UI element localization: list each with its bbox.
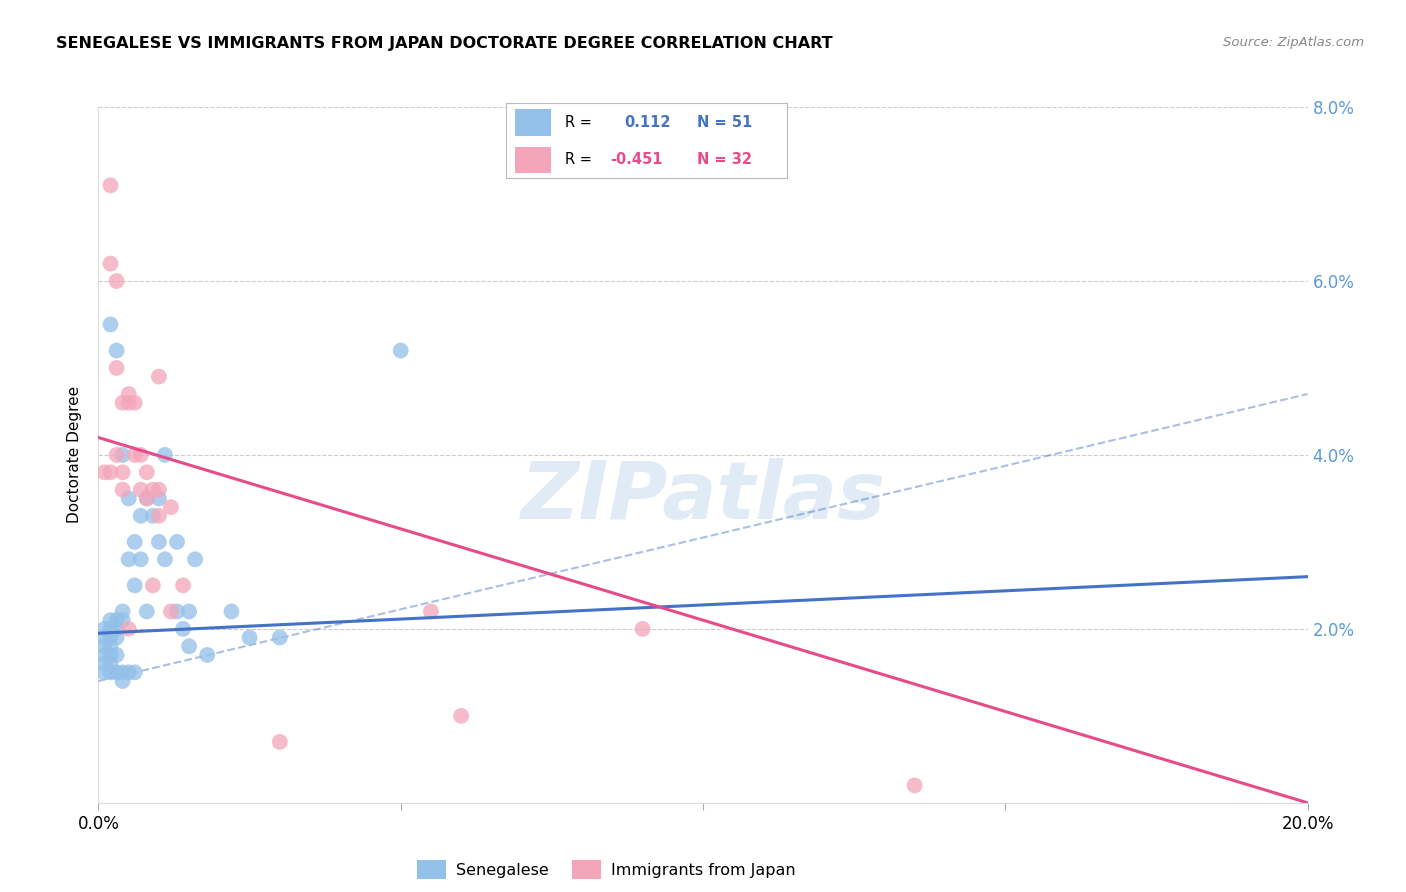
- Point: [105, 648, 128, 662]
- Point: [142, 483, 165, 497]
- Point: [239, 631, 262, 645]
- Point: [142, 578, 165, 592]
- Point: [148, 491, 170, 506]
- Point: [179, 639, 201, 653]
- Point: [153, 552, 176, 566]
- Point: [184, 552, 207, 566]
- Point: [93, 657, 115, 671]
- Point: [124, 535, 146, 549]
- Point: [135, 605, 157, 619]
- Point: [100, 257, 122, 271]
- Point: [904, 778, 927, 792]
- Point: [100, 665, 122, 680]
- Point: [100, 648, 122, 662]
- Point: [166, 605, 188, 619]
- Text: -0.451: -0.451: [610, 152, 662, 167]
- Point: [129, 483, 152, 497]
- Point: [135, 491, 157, 506]
- Point: [100, 631, 122, 645]
- Point: [111, 605, 134, 619]
- Point: [111, 466, 134, 480]
- FancyBboxPatch shape: [515, 110, 551, 136]
- Point: [420, 605, 443, 619]
- Text: R =: R =: [565, 115, 592, 130]
- Point: [100, 613, 122, 627]
- Point: [111, 674, 134, 689]
- Point: [269, 631, 291, 645]
- Point: [105, 613, 128, 627]
- Point: [100, 622, 122, 636]
- Text: SENEGALESE VS IMMIGRANTS FROM JAPAN DOCTORATE DEGREE CORRELATION CHART: SENEGALESE VS IMMIGRANTS FROM JAPAN DOCT…: [56, 36, 832, 51]
- Point: [118, 552, 141, 566]
- Point: [118, 387, 141, 401]
- Point: [105, 622, 128, 636]
- Point: [221, 605, 243, 619]
- Point: [111, 613, 134, 627]
- Point: [105, 274, 128, 288]
- Point: [160, 605, 183, 619]
- Point: [124, 396, 146, 410]
- Point: [100, 466, 122, 480]
- Point: [172, 622, 194, 636]
- Point: [148, 369, 170, 384]
- Point: [105, 360, 128, 375]
- Point: [118, 491, 141, 506]
- Text: Source: ZipAtlas.com: Source: ZipAtlas.com: [1223, 36, 1364, 49]
- Point: [179, 605, 201, 619]
- Point: [118, 665, 141, 680]
- Point: [153, 448, 176, 462]
- Point: [160, 500, 183, 514]
- Point: [100, 657, 122, 671]
- Point: [93, 466, 115, 480]
- Point: [195, 648, 218, 662]
- Point: [148, 483, 170, 497]
- Point: [135, 491, 157, 506]
- Y-axis label: Doctorate Degree: Doctorate Degree: [67, 386, 83, 524]
- Point: [100, 178, 122, 193]
- Point: [631, 622, 654, 636]
- Point: [142, 508, 165, 523]
- Point: [129, 552, 152, 566]
- Text: N = 32: N = 32: [697, 152, 752, 167]
- Point: [166, 535, 188, 549]
- Point: [389, 343, 412, 358]
- Point: [118, 396, 141, 410]
- Point: [148, 508, 170, 523]
- Point: [148, 535, 170, 549]
- Point: [124, 448, 146, 462]
- Point: [118, 622, 141, 636]
- Point: [111, 483, 134, 497]
- Point: [135, 466, 157, 480]
- Text: 0.112: 0.112: [624, 115, 671, 130]
- Point: [93, 665, 115, 680]
- Point: [105, 448, 128, 462]
- Point: [93, 639, 115, 653]
- Point: [450, 708, 472, 723]
- Point: [105, 343, 128, 358]
- Point: [111, 396, 134, 410]
- Point: [105, 631, 128, 645]
- Point: [129, 448, 152, 462]
- Point: [93, 648, 115, 662]
- Point: [100, 639, 122, 653]
- Point: [129, 508, 152, 523]
- Text: R =: R =: [565, 152, 592, 167]
- Point: [93, 622, 115, 636]
- Point: [124, 665, 146, 680]
- Point: [172, 578, 194, 592]
- Legend: Senegalese, Immigrants from Japan: Senegalese, Immigrants from Japan: [411, 854, 801, 885]
- Point: [111, 665, 134, 680]
- Point: [269, 735, 291, 749]
- FancyBboxPatch shape: [515, 146, 551, 173]
- Point: [105, 665, 128, 680]
- Text: N = 51: N = 51: [697, 115, 752, 130]
- Text: ZIPatlas: ZIPatlas: [520, 458, 886, 536]
- Point: [93, 631, 115, 645]
- Point: [100, 318, 122, 332]
- Point: [111, 448, 134, 462]
- Point: [124, 578, 146, 592]
